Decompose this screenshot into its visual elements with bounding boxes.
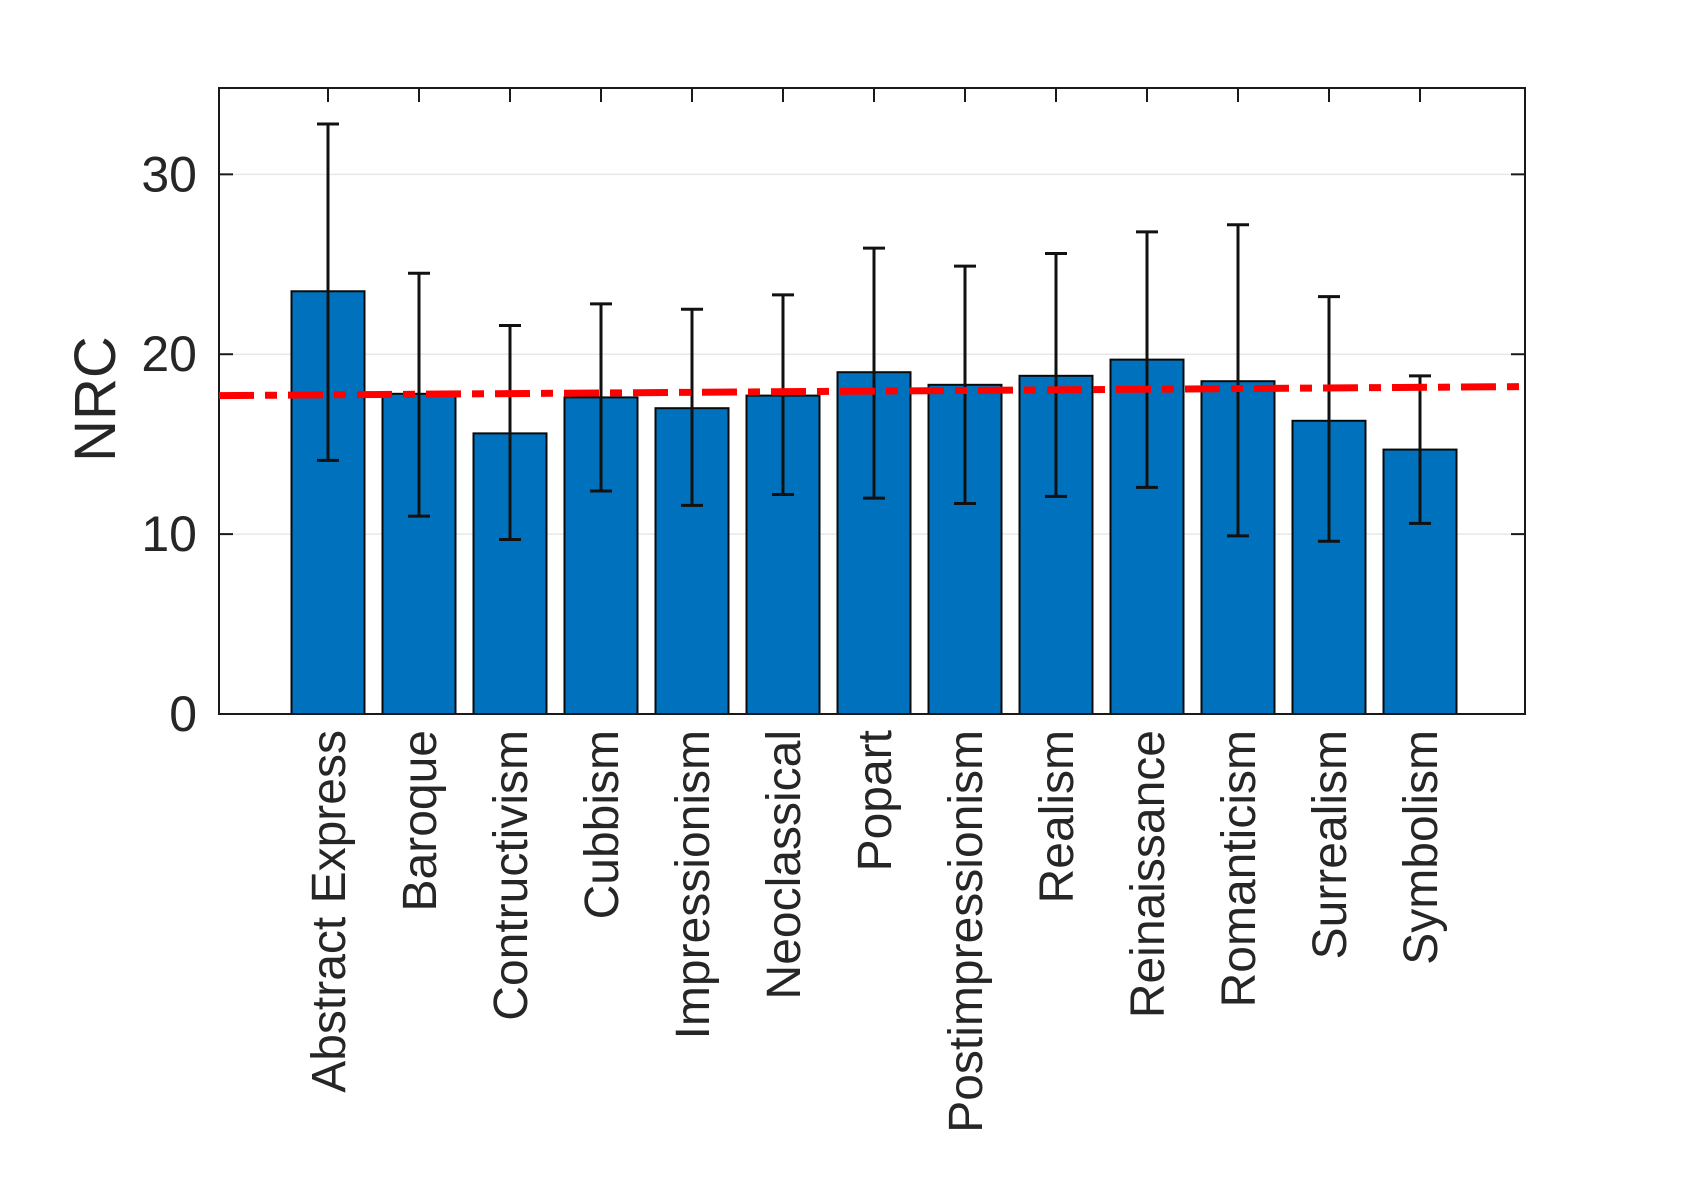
plot-border (218, 87, 1526, 715)
x-tick-label: Abstract Express (303, 730, 356, 1093)
trend-line-group (218, 383, 1526, 400)
x-tick-label: Postimpressionism (940, 730, 993, 1133)
axis-ticks (219, 88, 1525, 715)
x-tick-label: Popart (849, 730, 902, 871)
y-axis-label: NRC (63, 336, 128, 462)
x-tick-label: Symbolism (1395, 730, 1448, 965)
x-tick-label: Baroque (394, 730, 447, 911)
error-bars-group (317, 122, 1431, 543)
y-tick-label: 10 (141, 506, 197, 562)
x-tick-label: Surrealism (1304, 730, 1357, 959)
x-tick-label: Realism (1031, 730, 1084, 903)
trend-line (218, 383, 1526, 400)
x-tick-label: Cubbism (576, 730, 629, 919)
y-tick-labels: 0 10 20 30 (141, 146, 197, 742)
plot-box (218, 87, 1526, 715)
y-tick-label: 30 (141, 146, 197, 202)
x-tick-label: Contructivism (485, 730, 538, 1021)
x-tick-label: Romanticism (1213, 730, 1266, 1007)
y-tick-label: 20 (141, 326, 197, 382)
y-tick-label: 0 (169, 686, 197, 742)
x-tick-label: Impressionism (667, 730, 720, 1039)
x-tick-label: Neoclassical (758, 730, 811, 999)
x-tick-labels: Abstract Express Baroque Contructivism Cubb… (303, 730, 1448, 1133)
x-tick-label: Reinaissance (1122, 730, 1175, 1018)
